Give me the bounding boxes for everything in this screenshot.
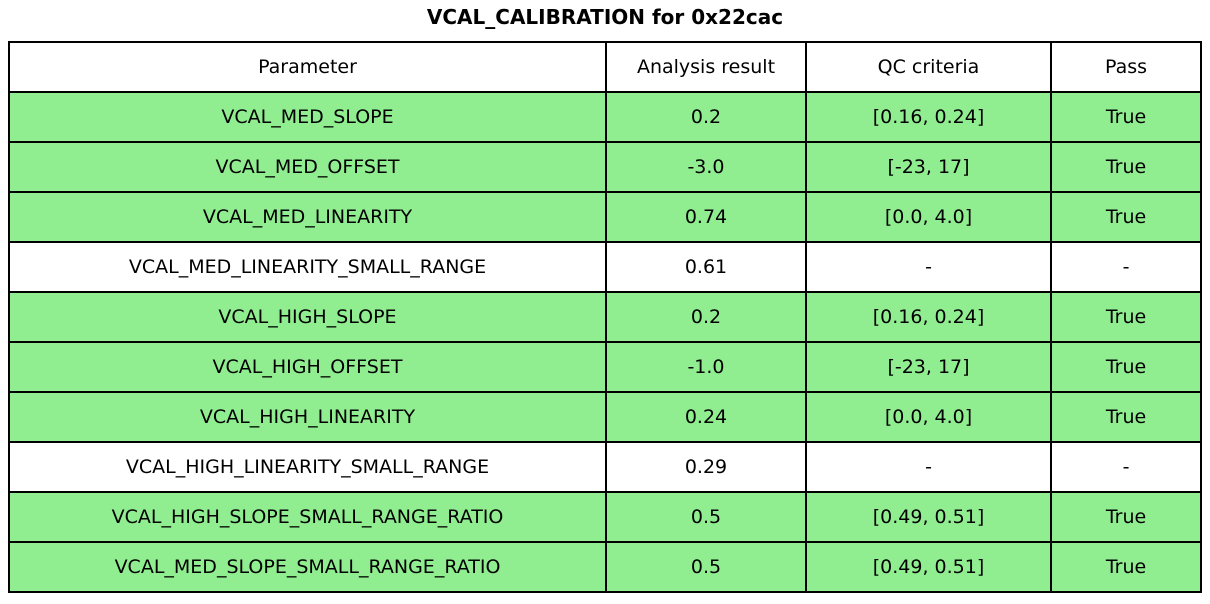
table-body: VCAL_MED_SLOPE 0.2 [0.16, 0.24] True VCAL_ME… [8,91,1202,593]
cell-qc-criteria: - [805,441,1052,493]
cell-parameter: VCAL_MED_SLOPE [8,91,607,143]
cell-qc-criteria: [0.0, 4.0] [805,191,1052,243]
table-row: VCAL_HIGH_SLOPE 0.2 [0.16, 0.24] True [8,291,1202,343]
column-header-qc-criteria: QC criteria [805,41,1052,93]
cell-pass: True [1050,341,1202,393]
cell-pass: - [1050,441,1202,493]
cell-analysis-result: 0.74 [605,191,807,243]
cell-parameter: VCAL_MED_LINEARITY [8,191,607,243]
cell-parameter: VCAL_HIGH_OFFSET [8,341,607,393]
cell-analysis-result: -1.0 [605,341,807,393]
cell-pass: True [1050,491,1202,543]
table-row: VCAL_MED_OFFSET -3.0 [-23, 17] True [8,141,1202,193]
chart-title: VCAL_CALIBRATION for 0x22cac [426,5,784,29]
table-row: VCAL_HIGH_LINEARITY_SMALL_RANGE 0.29- - [8,441,1202,493]
cell-parameter: VCAL_HIGH_LINEARITY [8,391,607,443]
cell-analysis-result: 0.5 [605,491,807,543]
table-row: VCAL_MED_LINEARITY 0.74 [0.0, 4.0] True [8,191,1202,243]
table-row: VCAL_HIGH_SLOPE_SMALL_RANGE_RATIO 0.5 [0.4… [8,491,1202,543]
cell-pass: - [1050,241,1202,293]
cell-parameter: VCAL_MED_SLOPE_SMALL_RANGE_RATIO [8,541,607,593]
cell-qc-criteria: [-23, 17] [805,141,1052,193]
table-row: VCAL_MED_LINEARITY_SMALL_RANGE 0.61- - [8,241,1202,293]
cell-pass: True [1050,91,1202,143]
table-row: VCAL_MED_SLOPE 0.2 [0.16, 0.24] True [8,91,1202,143]
table-row: VCAL_HIGH_OFFSET -1.0 [-23, 17] True [8,341,1202,393]
cell-qc-criteria: [0.49, 0.51] [805,541,1052,593]
cell-parameter: VCAL_HIGH_SLOPE [8,291,607,343]
cell-analysis-result: 0.29 [605,441,807,493]
cell-parameter: VCAL_MED_LINEARITY_SMALL_RANGE [8,241,607,293]
header-row: Parameter Analysis result QC criteria Pa… [8,41,1202,93]
cell-pass: True [1050,391,1202,443]
cell-analysis-result: -3.0 [605,141,807,193]
cell-qc-criteria: - [805,241,1052,293]
cell-pass: True [1050,541,1202,593]
cell-parameter: VCAL_HIGH_LINEARITY_SMALL_RANGE [8,441,607,493]
cell-qc-criteria: [0.16, 0.24] [805,291,1052,343]
cell-pass: True [1050,291,1202,343]
table-row: VCAL_HIGH_LINEARITY 0.24 [0.0, 4.0] True [8,391,1202,443]
cell-pass: True [1050,191,1202,243]
table-row: VCAL_MED_SLOPE_SMALL_RANGE_RATIO 0.5 [0.49… [8,541,1202,593]
cell-parameter: VCAL_HIGH_SLOPE_SMALL_RANGE_RATIO [8,491,607,543]
cell-qc-criteria: [0.16, 0.24] [805,91,1052,143]
cell-qc-criteria: [0.0, 4.0] [805,391,1052,443]
cell-analysis-result: 0.2 [605,91,807,143]
cell-pass: True [1050,141,1202,193]
column-header-analysis-result: Analysis result [605,41,807,93]
column-header-pass: Pass [1050,41,1202,93]
cell-parameter: VCAL_MED_OFFSET [8,141,607,193]
cell-analysis-result: 0.5 [605,541,807,593]
cell-analysis-result: 0.2 [605,291,807,343]
cell-qc-criteria: [-23, 17] [805,341,1052,393]
column-header-parameter: Parameter [8,41,607,93]
cell-qc-criteria: [0.49, 0.51] [805,491,1052,543]
cell-analysis-result: 0.24 [605,391,807,443]
cell-analysis-result: 0.61 [605,241,807,293]
qc-results-table: Parameter Analysis result QC criteria Pa… [8,41,1202,593]
table-header: Parameter Analysis result QC criteria Pa… [8,41,1202,93]
